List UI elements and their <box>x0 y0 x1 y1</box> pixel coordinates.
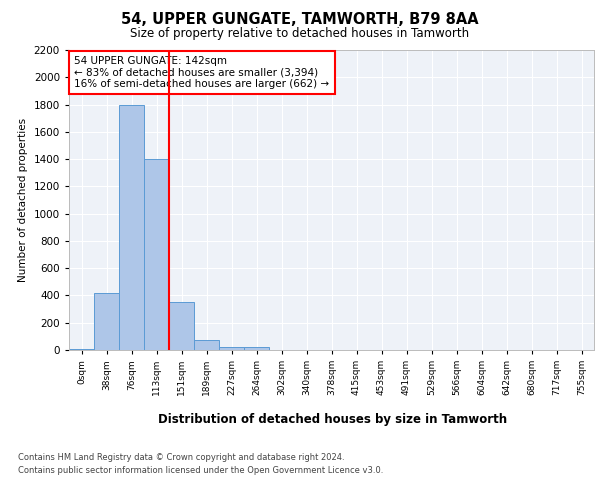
Text: 54, UPPER GUNGATE, TAMWORTH, B79 8AA: 54, UPPER GUNGATE, TAMWORTH, B79 8AA <box>121 12 479 28</box>
Bar <box>194 340 219 350</box>
Bar <box>244 348 269 350</box>
Text: Distribution of detached houses by size in Tamworth: Distribution of detached houses by size … <box>158 412 508 426</box>
Bar <box>169 302 194 350</box>
Bar <box>69 348 94 350</box>
Text: Size of property relative to detached houses in Tamworth: Size of property relative to detached ho… <box>130 28 470 40</box>
Y-axis label: Number of detached properties: Number of detached properties <box>18 118 28 282</box>
Bar <box>144 159 169 350</box>
Text: Contains public sector information licensed under the Open Government Licence v3: Contains public sector information licen… <box>18 466 383 475</box>
Text: 54 UPPER GUNGATE: 142sqm
← 83% of detached houses are smaller (3,394)
16% of sem: 54 UPPER GUNGATE: 142sqm ← 83% of detach… <box>74 56 329 89</box>
Bar <box>94 292 119 350</box>
Text: Contains HM Land Registry data © Crown copyright and database right 2024.: Contains HM Land Registry data © Crown c… <box>18 454 344 462</box>
Bar <box>219 346 244 350</box>
Bar <box>119 104 144 350</box>
